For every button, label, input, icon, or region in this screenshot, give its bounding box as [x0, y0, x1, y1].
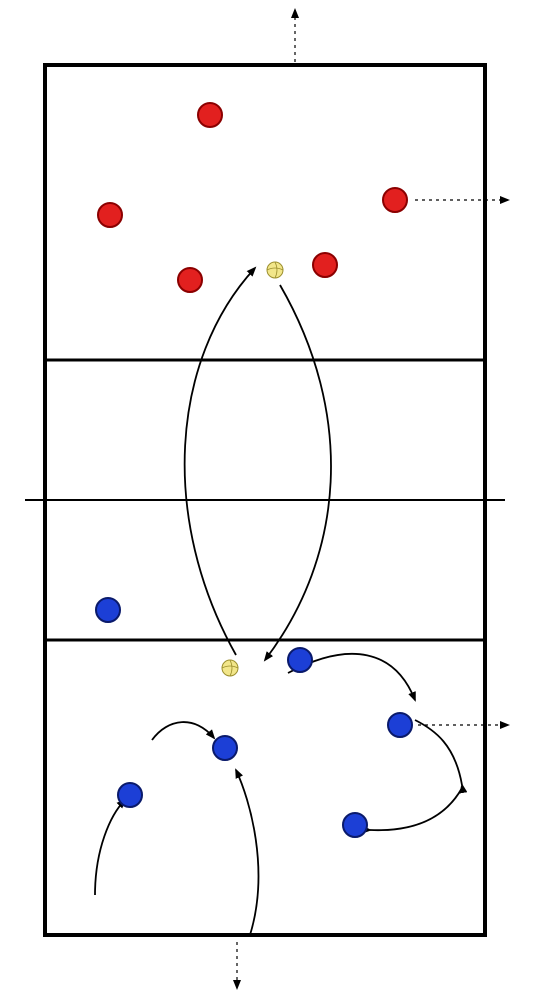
red-player-2	[98, 203, 122, 227]
court	[25, 65, 505, 935]
red-player-3	[178, 268, 202, 292]
blue-player-1	[288, 648, 312, 672]
red-player-1	[383, 188, 407, 212]
ball-1	[222, 660, 238, 676]
blue-player-3	[213, 736, 237, 760]
red-player-4	[313, 253, 337, 277]
blue-player-4	[118, 783, 142, 807]
red-player-0	[198, 103, 222, 127]
blue-player-5	[343, 813, 367, 837]
ball-0	[267, 262, 283, 278]
blue-player-2	[388, 713, 412, 737]
blue-player-0	[96, 598, 120, 622]
volleyball-diagram	[0, 0, 550, 1000]
